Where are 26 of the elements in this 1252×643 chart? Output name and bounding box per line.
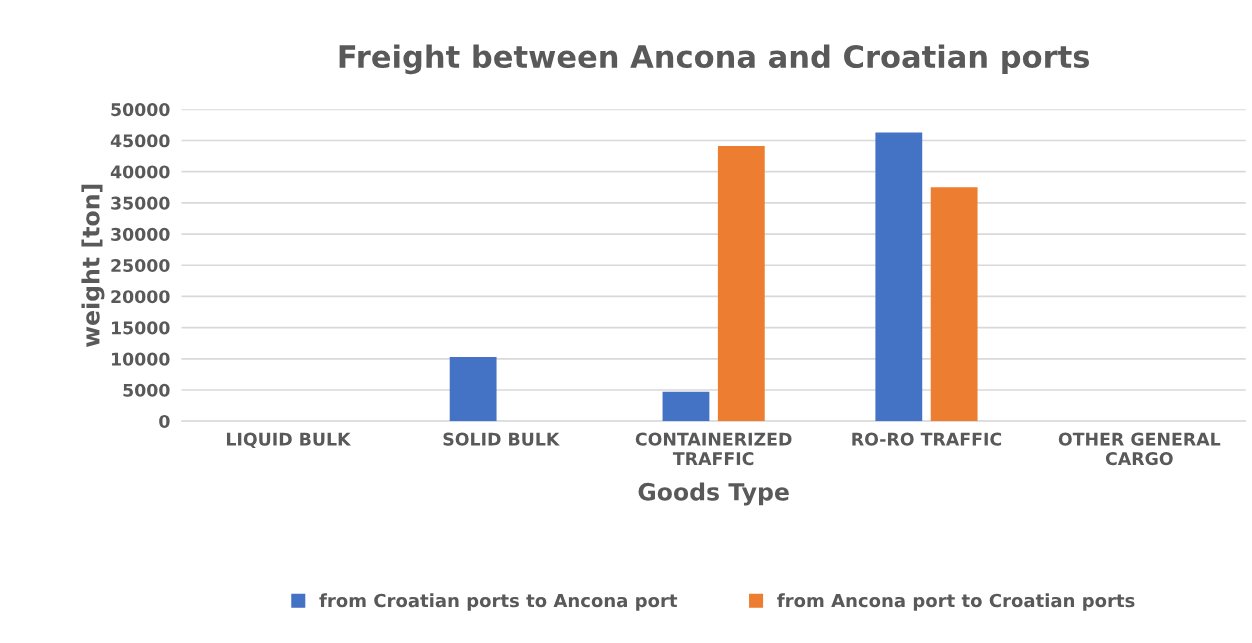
x-tick-label: RO-RO TRAFFIC [852, 432, 1002, 446]
bar [930, 187, 978, 422]
x-axis-title: Goods Type [638, 482, 789, 506]
y-tick-label: 20000 [111, 290, 170, 304]
x-tick-label: SOLID BULK [443, 432, 560, 446]
y-tick-label: 30000 [111, 227, 170, 241]
y-tick-label: 40000 [110, 165, 170, 179]
x-tick-label: LIQUID BULK [226, 432, 352, 448]
x-tick-label: OTHER GENERAL CARGO [1058, 432, 1221, 466]
y-tick-label: 15000 [111, 321, 170, 335]
legend-label: from Croatian ports to Ancona port [319, 593, 678, 611]
legend-label: from Ancona port to Croatian ports [777, 593, 1135, 611]
x-tick-label: CONTAINERIZED TRAFFIC [635, 432, 792, 466]
bar [717, 146, 765, 422]
y-tick-label: 10000 [111, 352, 170, 366]
y-tick-label: 45000 [110, 134, 170, 148]
y-tick-label: 50000 [111, 103, 170, 117]
bar [875, 132, 923, 422]
chart-title: Freight between Ancona and Croatian ports [339, 44, 1090, 75]
bar [662, 391, 710, 422]
y-tick-label: 0 [159, 414, 170, 429]
y-tick-label: 5000 [123, 383, 170, 397]
y-tick-label: 25000 [111, 258, 170, 273]
bar [449, 356, 497, 422]
y-axis-title: weight [ton] [81, 184, 105, 347]
y-tick-label: 35000 [111, 196, 170, 210]
